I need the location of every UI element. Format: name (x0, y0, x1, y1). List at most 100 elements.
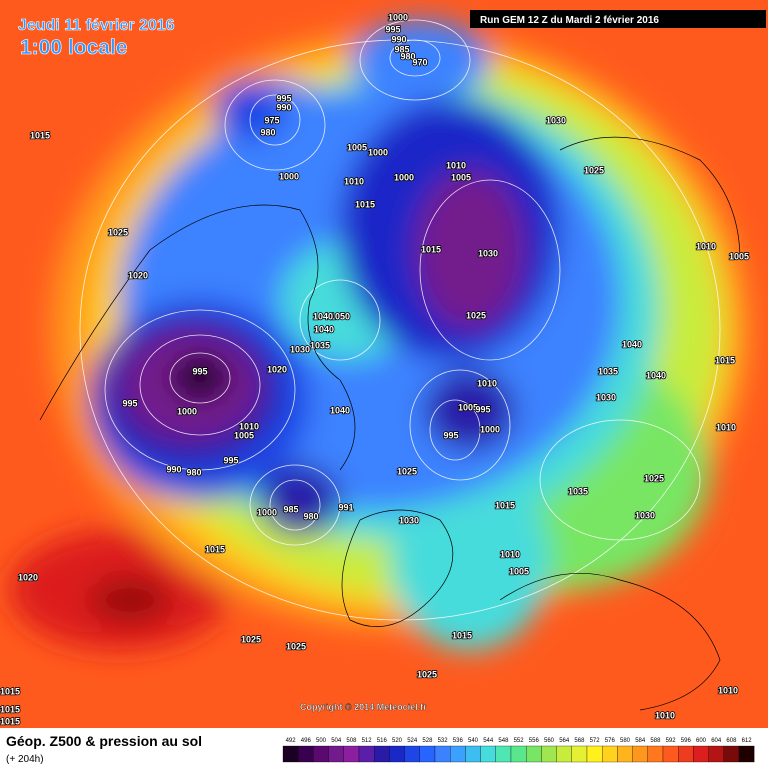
scale-cell (510, 745, 527, 763)
isobar-label: 980 (400, 51, 415, 61)
scale-cell (450, 745, 466, 763)
isobar-label: 1030 (290, 344, 310, 354)
isobar-label: 1025 (397, 466, 417, 476)
isobar-label: 1030 (399, 515, 419, 525)
isobar-label: 1000 (177, 406, 197, 416)
isobar-label: 1005 (729, 251, 749, 261)
scale-cell (480, 745, 496, 763)
isobar-label: 1040 (646, 370, 666, 380)
scale-label: 576 (605, 738, 616, 744)
isobar-label: 1025 (108, 227, 128, 237)
scale-label: 492 (286, 738, 297, 744)
scale-label: 600 (696, 738, 707, 744)
isobar-label: 995 (122, 398, 137, 408)
scale-cell (632, 745, 648, 763)
isobar-label: 1015 (30, 130, 50, 140)
isobar-label: 1005 (347, 142, 367, 152)
isobar-label: 1020 (128, 270, 148, 280)
isobar-label: 990 (276, 102, 291, 112)
scale-cell (404, 745, 420, 763)
scale-label: 560 (544, 738, 555, 744)
isobar-label: 980 (260, 127, 275, 137)
scale-label: 508 (346, 738, 357, 744)
scale-cell (343, 745, 360, 763)
scale-label: 592 (666, 738, 677, 744)
isobar-label: 1050 (330, 311, 350, 321)
isobar-label: 995 (475, 404, 490, 414)
isobar-label: 1030 (546, 115, 566, 125)
isobar-label: 1015 (715, 355, 735, 365)
isobar-label: 1040 (330, 405, 350, 415)
isobar-label: 1010 (718, 685, 738, 695)
isobar-label: 1020 (18, 572, 38, 582)
isobar-label: 975 (264, 115, 279, 125)
isobar-label: 1005 (509, 566, 529, 576)
scale-label: 496 (301, 738, 312, 744)
date-label: Jeudi 11 février 2016 (18, 17, 175, 34)
scale-label: 588 (650, 738, 661, 744)
scale-cell (419, 745, 436, 763)
scale-label: 552 (514, 738, 525, 744)
scale-cell (389, 745, 405, 763)
scale-cell (358, 745, 375, 763)
scale-label: 512 (362, 738, 373, 744)
isobar-label: 985 (394, 44, 409, 54)
isobar-label: 990 (166, 464, 181, 474)
scale-label: 500 (316, 738, 327, 744)
scale-cell (328, 745, 344, 763)
copyright: Copyright © 2014 Meteociel.fr (300, 702, 427, 712)
isobar-label: 1015 (0, 686, 20, 696)
scale-cell (282, 745, 299, 763)
isobar-label: 1020 (267, 364, 287, 374)
scale-label: 604 (711, 738, 722, 744)
isobar-label: 1000 (394, 172, 414, 182)
isobar-label: 1015 (495, 500, 515, 510)
scale-label: 580 (620, 738, 631, 744)
isobar-label: 1015 (0, 704, 20, 714)
isobar-label: 995 (276, 93, 291, 103)
geopotential-field (0, 0, 768, 740)
isobar-label: 1035 (568, 486, 588, 496)
scale-label: 612 (742, 738, 753, 744)
isobar-label: 985 (283, 504, 298, 514)
scale-label: 608 (726, 738, 737, 744)
isobar-label: 980 (186, 467, 201, 477)
scale-label: 556 (529, 738, 540, 744)
scale-cell (647, 745, 664, 763)
scale-cell (495, 745, 512, 763)
isobar-label: 1025 (644, 473, 664, 483)
isobar-label: 995 (223, 455, 238, 465)
scale-cell (571, 745, 588, 763)
isobar-label: 1015 (0, 716, 20, 726)
isobar-label: 1000 (257, 507, 277, 517)
scale-label: 584 (635, 738, 646, 744)
isobar-label: 1010 (655, 710, 675, 720)
scale-label: 596 (681, 738, 692, 744)
isobar-label: 1010 (696, 241, 716, 251)
scale-cell (541, 745, 557, 763)
isobar-labels: 1000995990985980970995990975980101510301… (0, 12, 750, 728)
scale-label: 520 (392, 738, 403, 744)
isobar-lines (79, 19, 721, 621)
isobar-label: 1015 (205, 544, 225, 554)
scale-label: 524 (407, 738, 418, 744)
isobar-label: 1005 (451, 172, 471, 182)
scale-label: 572 (590, 738, 601, 744)
scale-label: 504 (331, 738, 342, 744)
isobar-label: 995 (192, 366, 207, 376)
footer-title: Géop. Z500 & pression au sol (6, 733, 202, 749)
scale-label: 564 (559, 738, 570, 744)
scale-label: 516 (377, 738, 388, 744)
isobar-label: 1000 (388, 12, 408, 22)
isobar-label: 1035 (598, 366, 618, 376)
isobar-label: 1040 (622, 339, 642, 349)
isobar-label: 1010 (500, 549, 520, 559)
isobar-label: 1040 (313, 311, 333, 321)
run-box (470, 10, 766, 28)
scale-cell (708, 745, 724, 763)
scale-label: 528 (422, 738, 433, 744)
isobar-label: 1025 (241, 634, 261, 644)
scale-label: 540 (468, 738, 479, 744)
scale-cell (465, 745, 481, 763)
